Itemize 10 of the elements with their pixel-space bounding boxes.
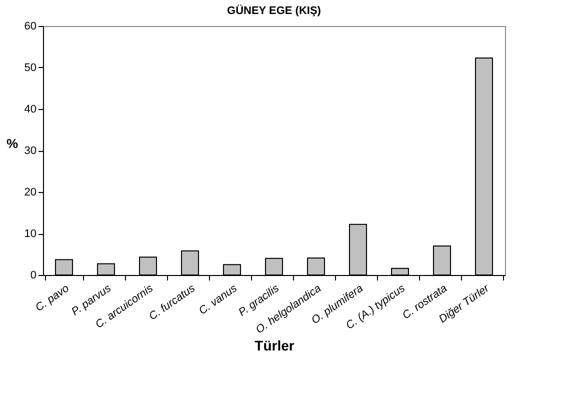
y-axis-title: % [6,136,18,151]
y-tick-label: 10 [24,228,36,240]
y-tick-label: 60 [24,20,36,32]
chart-title: GÜNEY EGE (KIŞ) [227,4,322,17]
y-tick-label: 0 [30,270,36,282]
y-tick-label: 50 [24,62,36,74]
x-axis-title: Türler [254,337,295,354]
y-tick-label: 30 [24,145,36,157]
y-tick-label: 40 [24,104,36,116]
y-tick-label: 20 [24,186,36,198]
